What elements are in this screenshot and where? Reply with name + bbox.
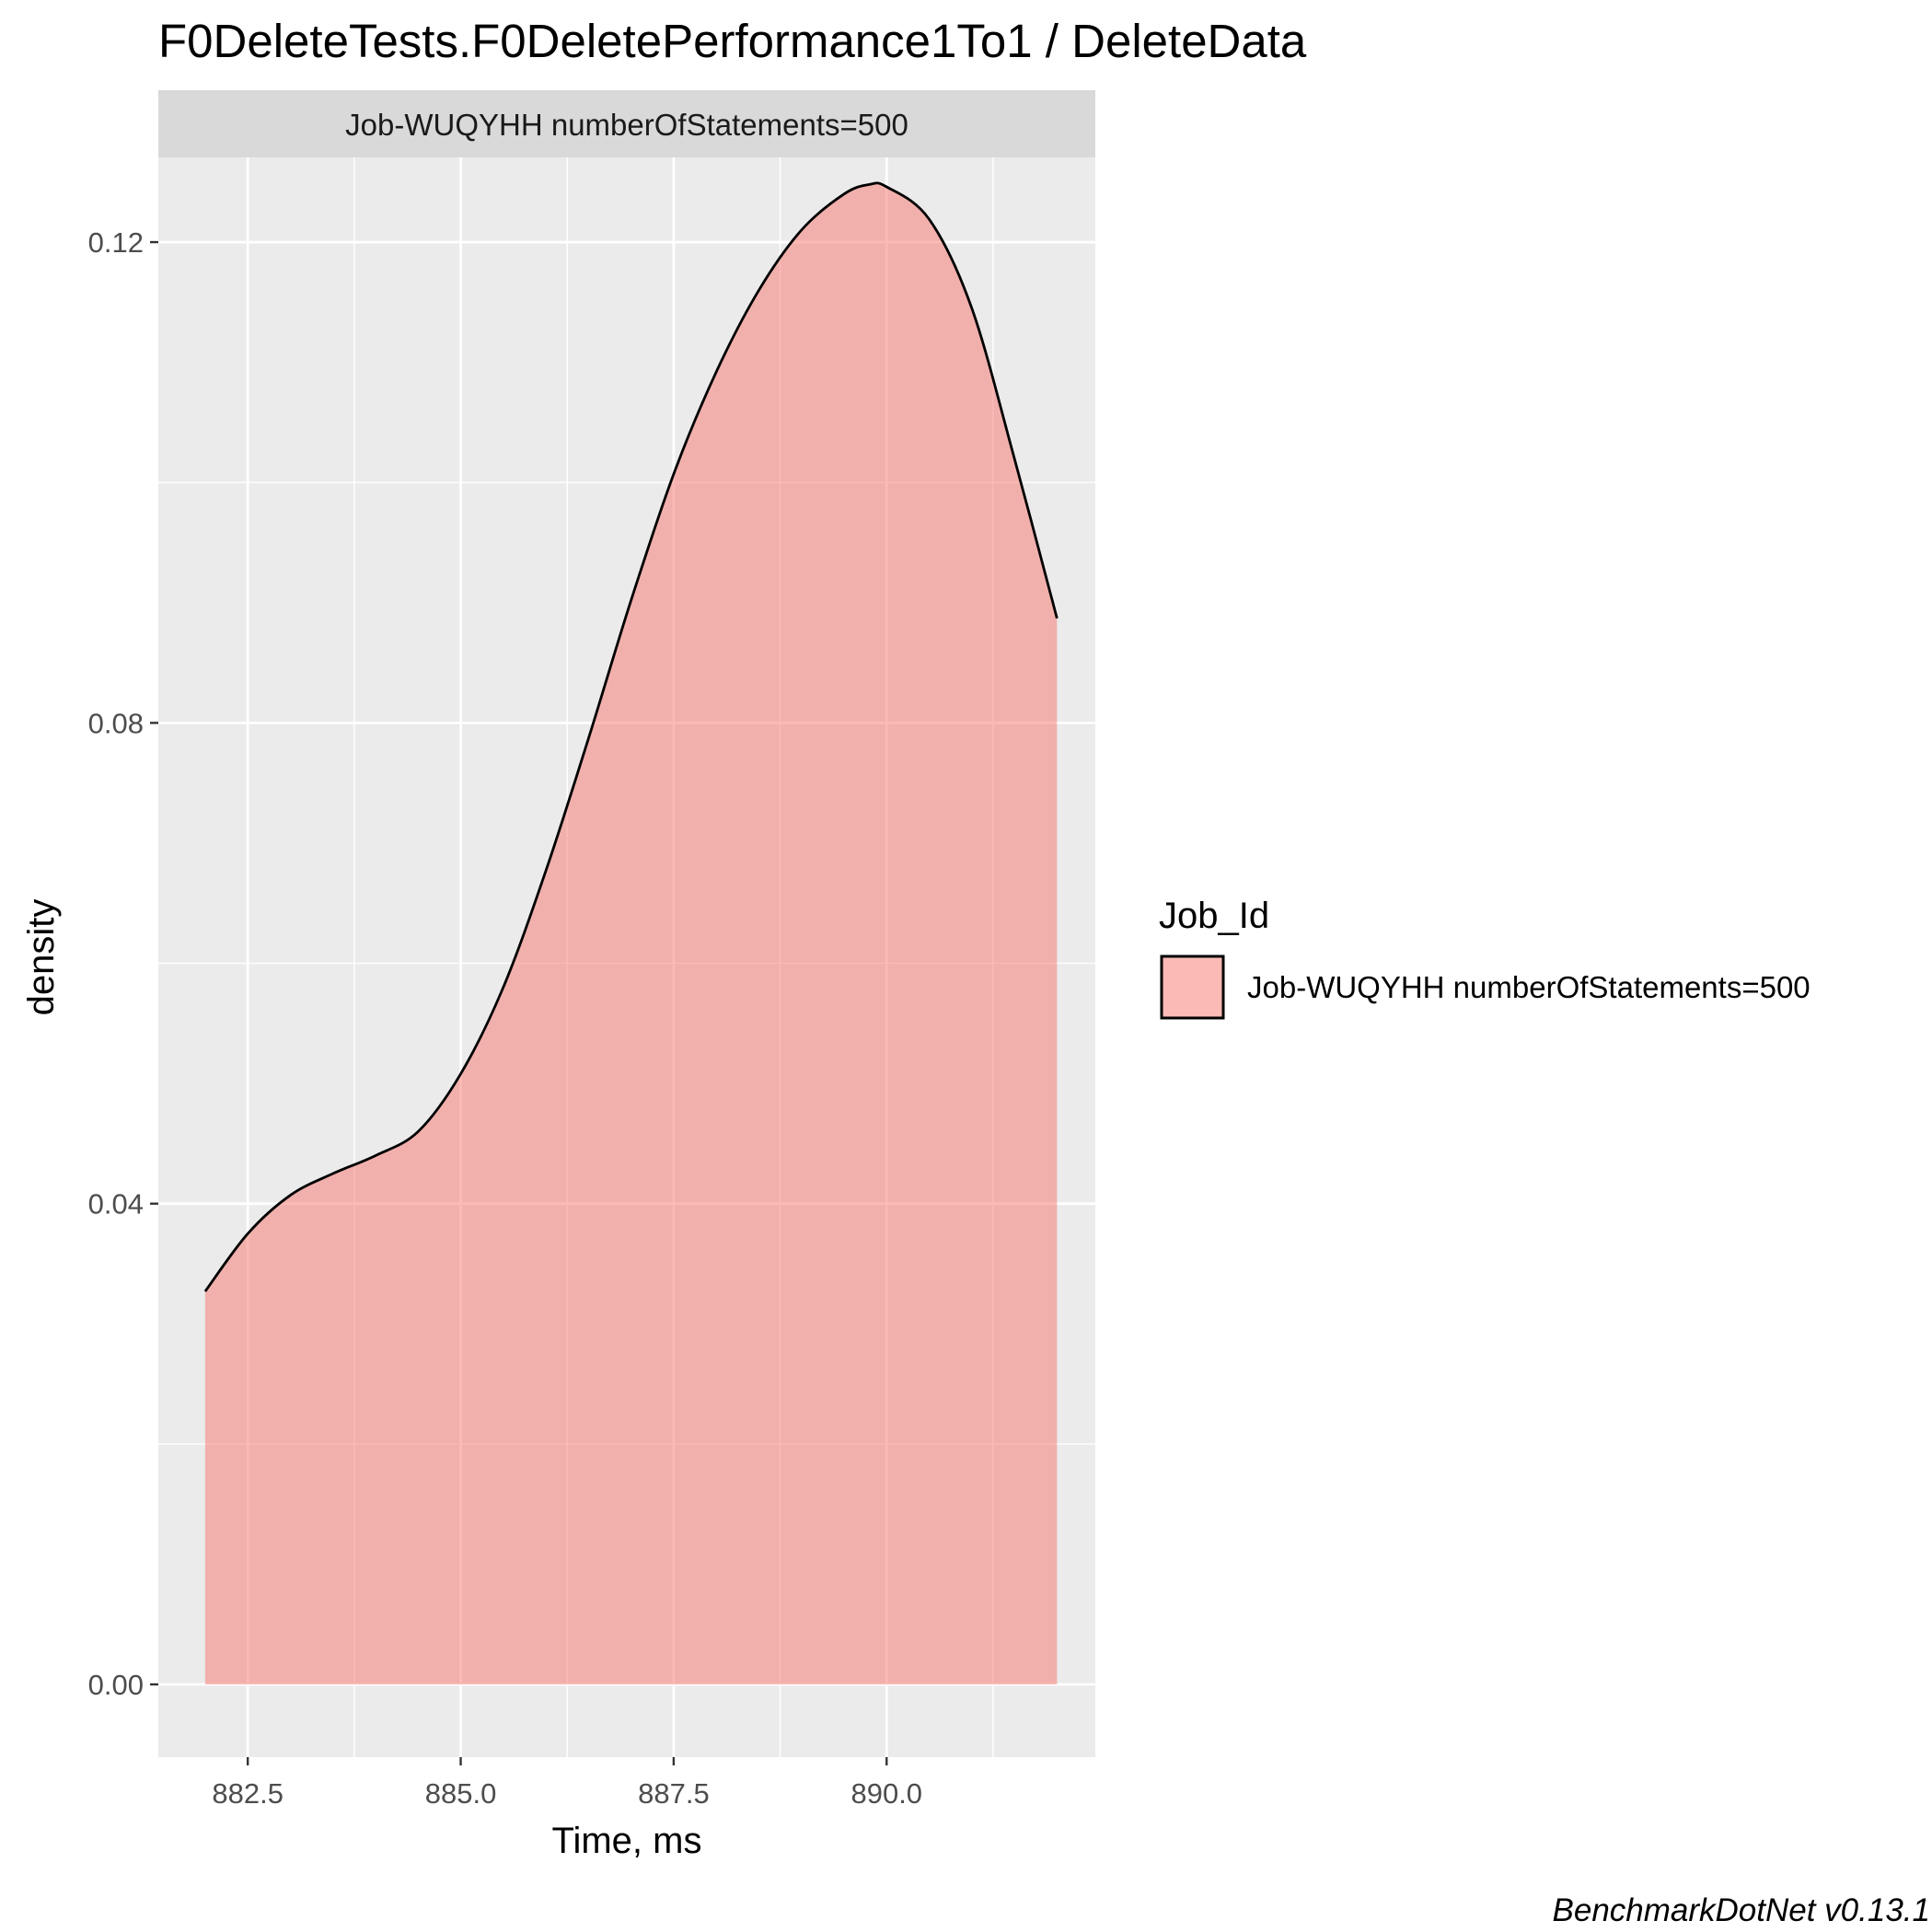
x-axis-title: Time, ms xyxy=(552,1821,702,1861)
x-tick-label: 887.5 xyxy=(638,1777,710,1810)
chart-title: F0DeleteTests.F0DeletePerformance1To1 / … xyxy=(158,15,1307,67)
facet-strip xyxy=(158,90,1095,157)
y-tick-label: 0.12 xyxy=(88,226,144,259)
caption: BenchmarkDotNet v0.13.1 xyxy=(1553,1892,1930,1928)
y-tick-label: 0.00 xyxy=(88,1669,144,1701)
y-axis: 0.00 0.04 0.08 0.12 xyxy=(88,226,158,1701)
legend: Job_Id Job-WUQYHH numberOfStatements=500 xyxy=(1159,896,1811,1020)
x-tick-label: 882.5 xyxy=(212,1777,283,1810)
x-tick-label: 890.0 xyxy=(850,1777,922,1810)
legend-title: Job_Id xyxy=(1159,896,1269,936)
x-tick-label: 885.0 xyxy=(425,1777,497,1810)
y-axis-title: density xyxy=(21,899,62,1016)
legend-entry-label: Job-WUQYHH numberOfStatements=500 xyxy=(1247,970,1811,1004)
series-layer xyxy=(203,181,1059,1684)
x-axis: 882.5 885.0 887.5 890.0 xyxy=(212,1757,922,1810)
density-line xyxy=(203,181,1059,1292)
density-area xyxy=(204,182,1058,1684)
y-tick-label: 0.08 xyxy=(88,707,144,739)
legend-key xyxy=(1160,954,1225,1020)
facet-strip-label: Job-WUQYHH numberOfStatements=500 xyxy=(345,108,908,142)
y-tick-label: 0.04 xyxy=(88,1188,144,1221)
